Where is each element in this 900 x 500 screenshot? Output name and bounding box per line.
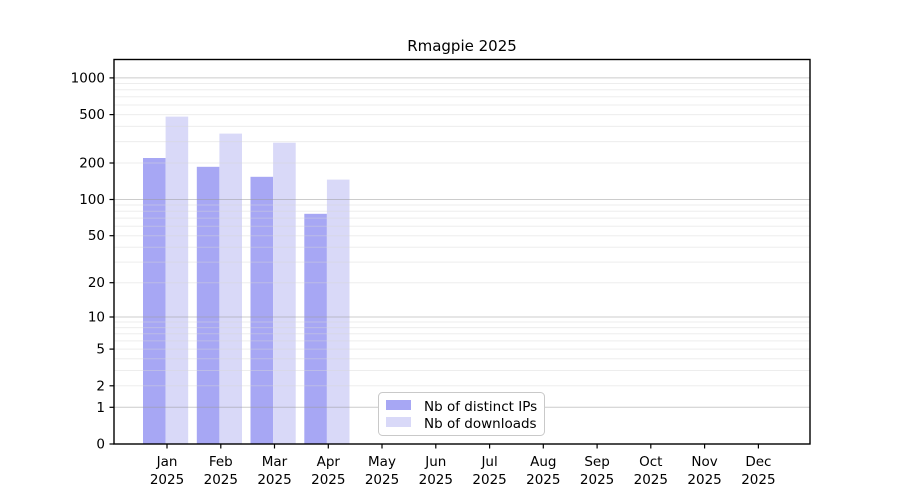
bar-apr-nb-of-distinct-ips — [304, 213, 327, 444]
x-tick-label-month-aug: Aug — [530, 454, 556, 470]
bar-feb-nb-of-downloads — [219, 133, 242, 444]
bar-mar-nb-of-downloads — [273, 142, 296, 444]
x-tick-label-year-aug: 2025 — [526, 472, 560, 488]
x-tick-label-month-oct: Oct — [639, 454, 662, 470]
legend-label-distinct-ips: Nb of distinct IPs — [424, 399, 537, 415]
legend-label-downloads: Nb of downloads — [424, 416, 537, 432]
x-tick-label-year-dec: 2025 — [741, 472, 775, 488]
x-tick-label-month-apr: Apr — [317, 454, 341, 470]
x-tick-label-year-nov: 2025 — [687, 472, 721, 488]
y-tick-label-2: 2 — [96, 378, 105, 394]
bar-feb-nb-of-distinct-ips — [196, 166, 220, 445]
x-tick-label-year-sep: 2025 — [580, 472, 614, 488]
y-tick-label-5: 5 — [96, 342, 105, 358]
chart-title: Rmagpie 2025 — [407, 37, 517, 55]
y-tick-label-200: 200 — [79, 156, 105, 172]
y-tick-label-100: 100 — [79, 192, 105, 208]
y-tick-label-1: 1 — [96, 400, 105, 416]
x-tick-label-year-jun: 2025 — [419, 472, 453, 488]
legend-frame — [378, 392, 545, 436]
bars-layer — [143, 116, 350, 445]
y-tick-label-20: 20 — [88, 275, 105, 291]
x-tick-label-month-dec: Dec — [745, 454, 771, 470]
y-tick-label-1000: 1000 — [71, 70, 105, 86]
x-tick-label-month-jun: Jun — [424, 454, 446, 470]
y-tick-label-0: 0 — [96, 437, 105, 453]
bar-mar-nb-of-distinct-ips — [250, 176, 274, 445]
bar-jan-nb-of-downloads — [165, 116, 189, 444]
x-tick-label-month-nov: Nov — [691, 454, 717, 470]
x-tick-label-year-jul: 2025 — [472, 472, 506, 488]
x-tick-label-month-sep: Sep — [584, 454, 609, 470]
x-tick-label-month-jan: Jan — [156, 454, 178, 470]
x-tick-label-year-oct: 2025 — [634, 472, 668, 488]
y-tick-label-500: 500 — [79, 107, 105, 123]
legend-swatch-downloads — [386, 417, 411, 427]
x-tick-label-month-feb: Feb — [209, 454, 233, 470]
y-tick-label-10: 10 — [88, 310, 105, 326]
x-tick-label-year-feb: 2025 — [204, 472, 238, 488]
legend-swatch-distinct-ips — [386, 400, 411, 410]
bar-jan-nb-of-distinct-ips — [143, 158, 166, 444]
axes-layer: 0 1 2 5 10 20 50 100 200 500 1000 Jan 2025 Feb 2025 Mar… — [71, 70, 776, 488]
plot-border — [113, 58, 811, 445]
x-tick-label-year-may: 2025 — [365, 472, 399, 488]
x-tick-label-month-mar: Mar — [262, 454, 288, 470]
x-tick-label-year-apr: 2025 — [311, 472, 345, 488]
x-tick-label-year-mar: 2025 — [257, 472, 291, 488]
y-tick-label-50: 50 — [88, 228, 105, 244]
x-tick-label-month-jul: Jul — [480, 454, 497, 470]
bar-apr-nb-of-downloads — [326, 179, 350, 444]
x-tick-label-year-jan: 2025 — [150, 472, 184, 488]
legend: Nb of distinct IPs Nb of downloads — [378, 392, 545, 436]
x-tick-label-month-may: May — [368, 454, 396, 470]
